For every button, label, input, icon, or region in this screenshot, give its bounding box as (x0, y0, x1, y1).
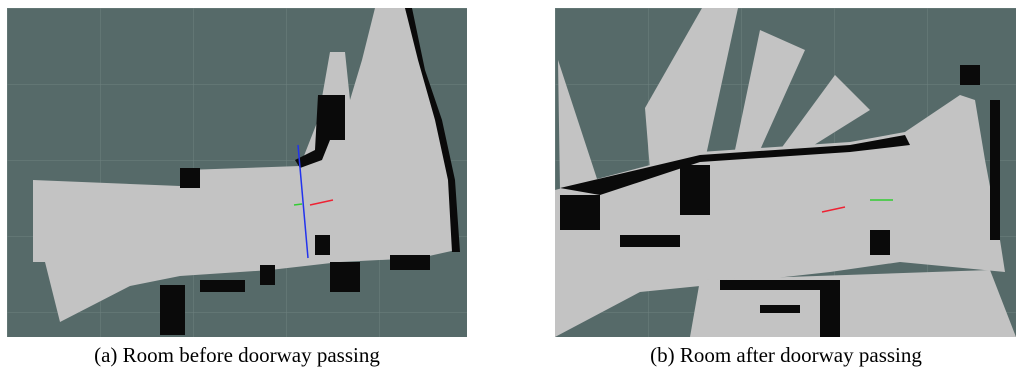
obstacle (315, 235, 330, 255)
obstacle (680, 165, 710, 215)
obstacle (260, 265, 275, 285)
obstacle (820, 290, 840, 337)
caption: (b) Room after doorway passing (650, 343, 922, 367)
figure: (a) Room before doorway passing (b) Room… (0, 0, 1022, 376)
obstacle (390, 255, 430, 270)
obstacle (200, 280, 245, 292)
map-b (555, 8, 1016, 337)
obstacle (620, 235, 680, 247)
obstacle (960, 65, 980, 85)
map-a (7, 8, 467, 337)
obstacle (720, 280, 840, 290)
obstacle (990, 100, 1000, 240)
caption: (a) Room before doorway passing (94, 343, 380, 367)
obstacle (180, 168, 200, 188)
obstacle (560, 195, 600, 230)
obstacle (870, 230, 890, 255)
arrow (294, 204, 302, 205)
obstacle (330, 262, 360, 292)
page: (a) Room before doorway passing (b) Room… (0, 0, 1022, 376)
obstacle (760, 305, 800, 313)
obstacle (160, 285, 185, 335)
